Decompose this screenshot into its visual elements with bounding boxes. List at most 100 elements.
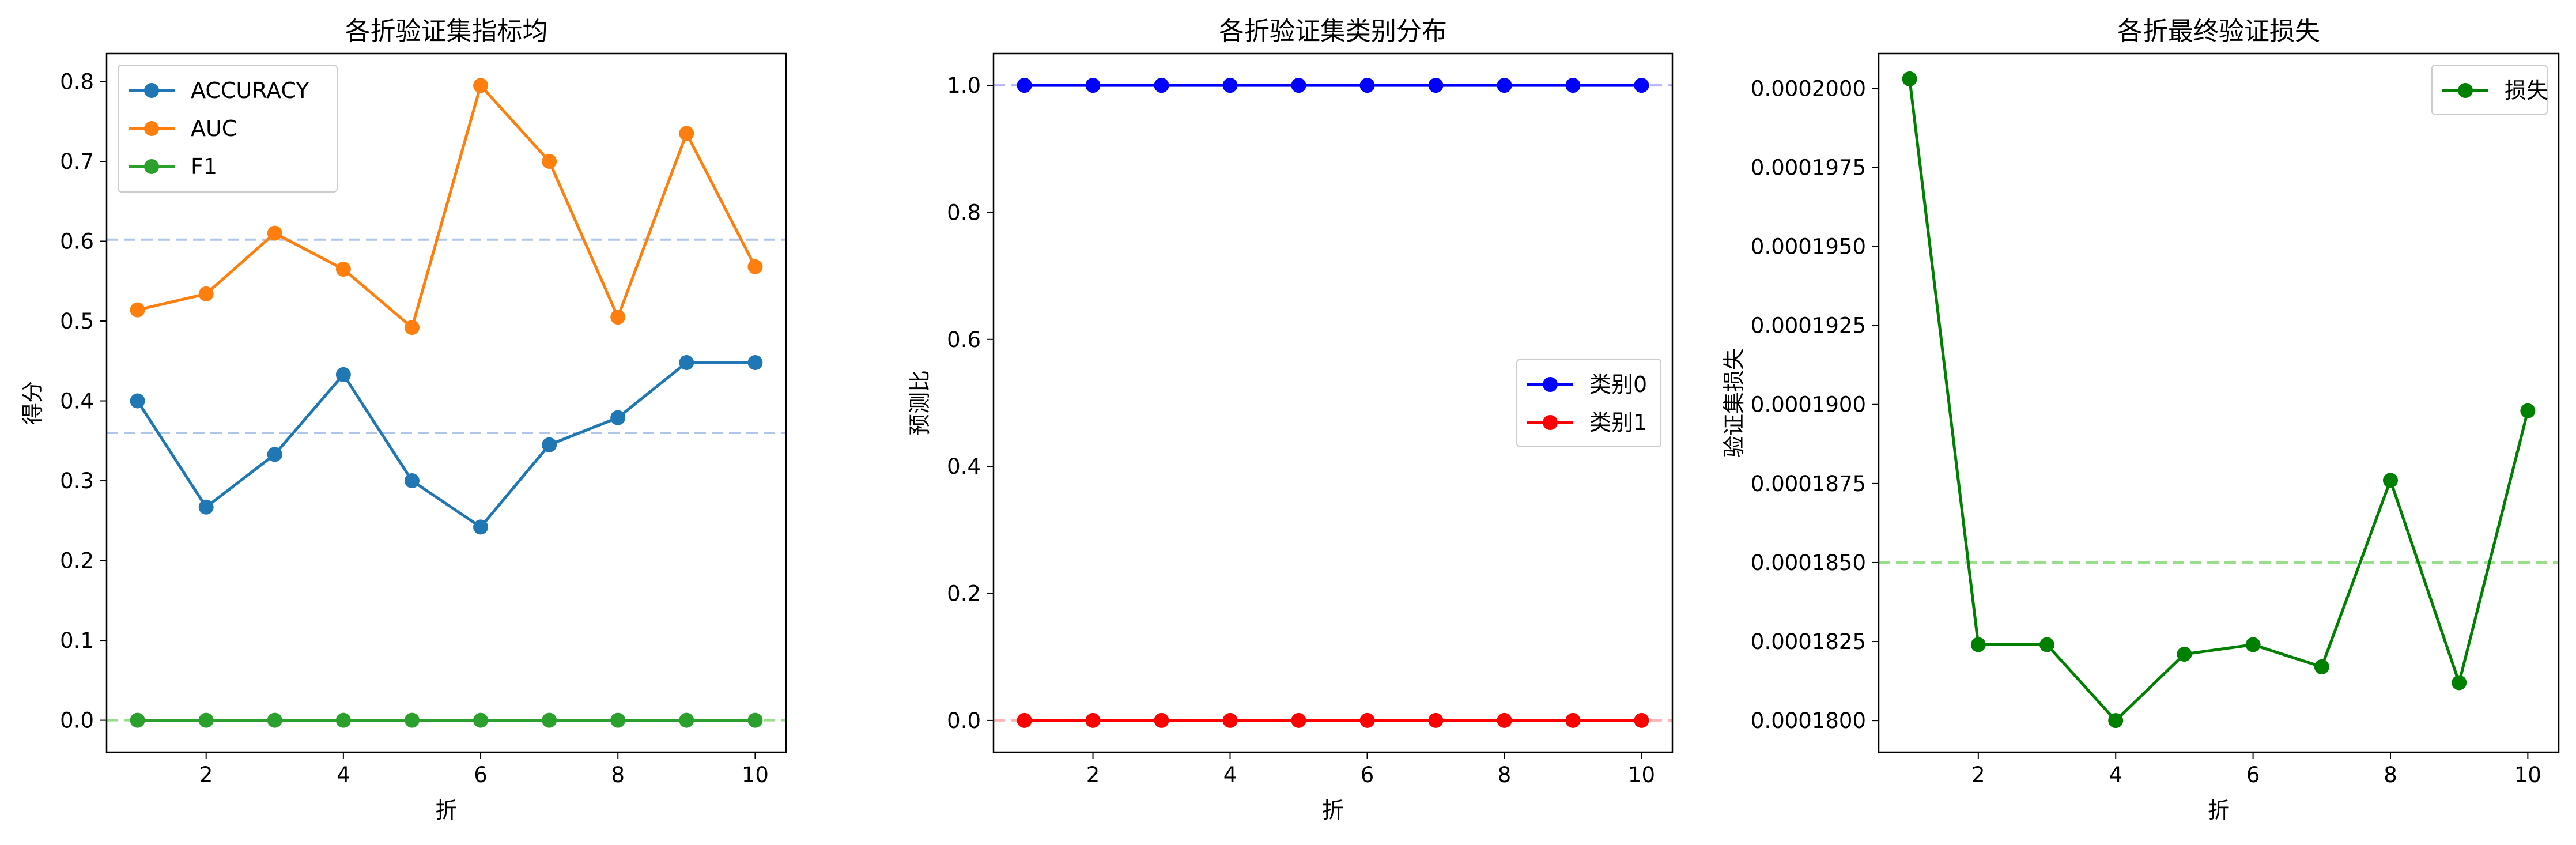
y-tick-label: 0.8 xyxy=(60,69,94,94)
x-tick-label: 8 xyxy=(2384,763,2397,787)
x-axis-label: 折 xyxy=(1322,798,1344,823)
data-point xyxy=(542,153,557,169)
data-point xyxy=(1359,78,1375,93)
chart-panel-3: 各折最终验证损失 2 4 6 8 10 0.0001800 0.0001825 0.000185… xyxy=(1721,17,2560,823)
data-point xyxy=(542,712,557,728)
x-tick-label: 6 xyxy=(474,763,488,787)
x-tick-label: 8 xyxy=(1498,763,1512,787)
data-point xyxy=(1497,78,1512,93)
data-point xyxy=(610,310,626,325)
data-point xyxy=(2245,637,2261,652)
data-point xyxy=(335,712,351,728)
y-tick-label: 0.2 xyxy=(60,549,94,574)
y-tick-label: 0.0001850 xyxy=(1751,550,1866,575)
x-tick-label: 2 xyxy=(1971,763,1985,787)
y-tick-label: 1.0 xyxy=(947,73,981,98)
data-point xyxy=(2382,473,2398,488)
data-point xyxy=(542,437,557,452)
y-tick-label: 0.7 xyxy=(60,149,94,174)
data-point xyxy=(2452,675,2467,691)
data-point xyxy=(267,225,282,241)
legend-swatch-marker xyxy=(1543,415,1558,430)
legend-label: 损失 xyxy=(2505,78,2548,103)
legend-swatch-marker xyxy=(2458,83,2473,98)
data-point xyxy=(1428,712,1444,728)
x-tick-label: 8 xyxy=(611,763,625,787)
x-axis-label: 折 xyxy=(2208,798,2230,823)
data-point xyxy=(1565,712,1581,728)
data-point xyxy=(473,519,489,535)
legend: 损失 xyxy=(2431,65,2548,115)
data-point xyxy=(1222,78,1238,93)
x-tick-label: 10 xyxy=(1628,763,1655,787)
legend-label: AUC xyxy=(191,116,237,141)
data-point xyxy=(1085,78,1101,93)
data-point xyxy=(1291,712,1306,728)
legend-swatch-marker xyxy=(144,121,159,136)
y-tick-label: 0.0001800 xyxy=(1751,708,1866,733)
y-tick-label: 0.6 xyxy=(60,229,94,254)
data-point xyxy=(1222,712,1238,728)
data-point xyxy=(1154,78,1169,93)
y-tick-label: 0.0001925 xyxy=(1751,314,1866,338)
y-tick-label: 0.4 xyxy=(60,389,94,414)
legend-label: F1 xyxy=(191,154,217,179)
y-tick-label: 0.0001975 xyxy=(1751,155,1866,180)
y-tick-label: 0.0001950 xyxy=(1751,235,1866,259)
y-tick-label: 0.2 xyxy=(947,582,981,606)
series-line xyxy=(1908,78,2529,722)
data-point xyxy=(1359,712,1375,728)
data-point xyxy=(2520,403,2536,418)
y-tick-label: 0.0002000 xyxy=(1751,76,1866,101)
data-point xyxy=(1497,712,1512,728)
data-point xyxy=(335,261,351,277)
data-point xyxy=(267,447,282,462)
x-tick-label: 4 xyxy=(2109,763,2122,787)
data-point xyxy=(747,355,763,371)
x-tick-label: 2 xyxy=(1086,763,1100,787)
legend-box xyxy=(2431,65,2548,115)
data-point xyxy=(130,393,145,409)
y-axis-label: 得分 xyxy=(20,381,46,425)
data-point xyxy=(1291,78,1306,93)
y-tick-label: 0.0001875 xyxy=(1751,471,1866,496)
x-tick-label: 6 xyxy=(2246,763,2260,787)
legend-swatch-marker xyxy=(144,159,159,174)
x-tick-label: 2 xyxy=(199,763,213,787)
data-point xyxy=(473,78,489,93)
data-point xyxy=(198,286,214,301)
x-tick-label: 4 xyxy=(337,763,350,787)
data-point xyxy=(610,712,626,728)
data-point xyxy=(2039,637,2055,652)
data-point xyxy=(404,712,420,728)
y-tick-label: 0.3 xyxy=(60,469,94,493)
y-tick-label: 0.6 xyxy=(947,327,981,352)
data-point xyxy=(747,259,763,274)
data-point xyxy=(1428,78,1444,93)
data-point xyxy=(679,355,694,371)
data-point xyxy=(679,712,694,728)
chart-title: 各折最终验证损失 xyxy=(2117,17,2320,46)
x-tick-label: 6 xyxy=(1361,763,1374,787)
y-tick-label: 0.0001900 xyxy=(1751,393,1866,417)
legend: ACCURACY AUC F1 xyxy=(118,65,338,193)
plot-frame xyxy=(105,52,787,753)
legend-swatch-marker xyxy=(1543,377,1558,392)
data-point xyxy=(2314,659,2329,674)
data-point xyxy=(1634,712,1649,728)
data-point xyxy=(404,320,420,335)
chart-title: 各折验证集类别分布 xyxy=(1219,17,1447,46)
y-tick-label: 0.0 xyxy=(947,708,981,733)
data-point xyxy=(1154,712,1169,728)
x-axis-label: 折 xyxy=(435,798,457,823)
data-point xyxy=(1017,78,1032,93)
series-line xyxy=(137,84,757,329)
data-point xyxy=(679,126,694,141)
y-tick-label: 0.0 xyxy=(60,708,94,733)
x-tick-label: 10 xyxy=(2514,763,2541,787)
plot-frame xyxy=(1878,52,2560,753)
chart-panel-1: 各折验证集指标均 2 4 6 8 10 0.0 0.1 0.2 0.3 0.4 0.5 0.6 0.7 0.… xyxy=(20,17,787,823)
x-tick-label: 10 xyxy=(742,763,769,787)
y-tick-label: 0.4 xyxy=(947,454,981,479)
